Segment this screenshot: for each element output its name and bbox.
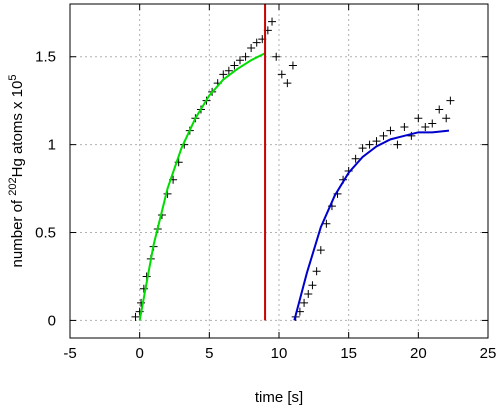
data-point: [358, 144, 367, 153]
x-tick-label: 5: [205, 345, 213, 362]
y-tick-label: 0: [48, 312, 56, 329]
data-point: [247, 43, 256, 52]
data-point: [230, 61, 239, 70]
data-point: [224, 66, 233, 75]
x-tick-label: -5: [63, 345, 76, 362]
x-tick-labels: -5 0 5 10 15 20 25: [63, 345, 496, 362]
data-point: [235, 56, 244, 65]
x-axis-label: time [s]: [255, 389, 303, 406]
grid: [70, 4, 488, 338]
data-point: [421, 123, 430, 132]
y-axis-label: number of 202Hg atoms x 105: [7, 75, 26, 268]
data-point: [131, 312, 140, 321]
data-point: [304, 290, 313, 299]
data-point: [414, 114, 423, 123]
data-point: [135, 307, 144, 316]
x-tick-label: 15: [340, 345, 357, 362]
ticks: [69, 4, 489, 338]
data-point: [435, 105, 444, 114]
data-point: [446, 96, 455, 105]
x-tick-label: 20: [410, 345, 427, 362]
data-point: [268, 17, 277, 26]
fit-curve-2: [293, 129, 450, 321]
fit-curve-1: [138, 52, 266, 321]
data-point: [283, 79, 292, 88]
data-point: [241, 52, 250, 61]
data-point: [219, 70, 228, 79]
x-tick-label: 0: [135, 345, 143, 362]
data-point: [372, 137, 381, 146]
data-point: [322, 219, 331, 228]
data-point: [386, 126, 395, 135]
data-point: [351, 154, 360, 163]
data-point: [365, 140, 374, 149]
y-tick-labels: 0 0.5 1 1.5: [35, 49, 56, 330]
x-tick-label: 10: [271, 345, 288, 362]
data-point: [393, 140, 402, 149]
data-point: [252, 38, 261, 47]
data-point: [400, 123, 409, 132]
data-point: [308, 281, 317, 290]
x-tick-label: 25: [480, 345, 497, 362]
y-tick-label: 0.5: [35, 225, 56, 242]
data-point: [277, 70, 286, 79]
data-point: [442, 114, 451, 123]
y-tick-label: 1: [48, 137, 56, 154]
data-point: [428, 119, 437, 128]
series-layer: [131, 4, 455, 321]
data-point: [312, 267, 321, 276]
data-point: [272, 52, 281, 61]
data-point: [379, 131, 388, 140]
y-tick-label: 1.5: [35, 49, 56, 66]
data-point: [288, 61, 297, 70]
data-point: [300, 298, 309, 307]
data-point: [316, 246, 325, 255]
